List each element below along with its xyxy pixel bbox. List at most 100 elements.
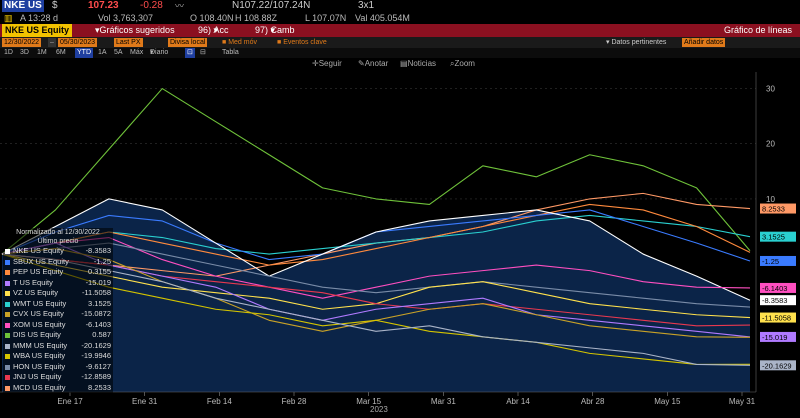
legend-item-value: -20.1629 [81,340,111,350]
relevant-data-menu[interactable]: ▾ Datos pertinentes [606,39,667,46]
sparkline-icon: 〰 [175,1,185,11]
news-button[interactable]: ▤ Noticias [400,59,437,68]
end-label-text: -1.25 [762,257,779,266]
chart-toolbar: ✛ Seguir ✎ Anotar ▤ Noticias ⌕ Zoom [0,58,800,70]
start-date-field[interactable]: 12/30/2022 [2,38,42,47]
end-label-badge [760,282,796,293]
legend-item[interactable]: WBA US Equity -19.9946 [3,351,113,362]
legend-header: Normalizado al 12/30/2022 [16,229,100,236]
legend-swatch [5,249,10,254]
legend-item[interactable]: WMT US Equity 3.1525 [3,299,113,310]
table-toggle[interactable]: Tabla [222,49,239,56]
legend-item[interactable]: XOM US Equity -6.1403 [3,320,113,331]
year-label: 2023 [370,405,388,414]
legend-item-name: HON US Equity [13,361,66,371]
legend-item-value: 0.587 [92,330,111,339]
line-chart[interactable]: 30 20 10 Ene 17 Ene 31 Feb 14 Feb 28 Mar 15 Mar … [0,70,800,418]
last-price: 107.23 [88,0,119,11]
legend-item-name: T US Equity [13,277,53,287]
period-3d[interactable]: 3D [20,49,29,56]
legend-item-name: CVX US Equity [13,309,64,318]
legend-item-name: DIS US Equity [13,330,61,339]
volume: Vol 3,763,307 [98,13,154,23]
command-bar: NKE US Equity ▾ Gráficos sugeridos 96) A… [0,24,800,37]
legend-item-name: PEP US Equity [13,267,64,276]
legend-swatch [5,375,10,380]
ticker-bar: NKE US $ 107.23 -0.28 〰 N107.22/107.24N … [0,0,800,12]
legend-item[interactable]: CVX US Equity -15.0872 [3,309,113,320]
quote-bar: ▥ A 13:28 d Vol 3,763,307 O 108.40N H 10… [0,12,800,24]
legend-swatch [5,301,10,307]
x-tick-label: Feb 14 [207,397,232,406]
x-tick-label: Feb 28 [282,397,307,406]
ticker-symbol[interactable]: NKE US [2,0,44,12]
period-5a[interactable]: 5A [114,49,123,56]
end-label-text: 3.1525 [762,233,785,242]
period-6m[interactable]: 6M [56,49,66,56]
legend-item[interactable]: JNJ US Equity -12.8589 [3,372,113,383]
moving-average-label: Med móv [228,39,257,46]
legend-item[interactable]: SBUX US Equity -1.25 [3,257,113,268]
legend-item[interactable]: T US Equity -15.019 [3,278,113,289]
legend-item[interactable]: MMM US Equity -20.1629 [3,341,113,352]
end-label-text: -8.3583 [762,296,787,305]
security-field[interactable]: NKE US Equity [2,24,73,37]
legend-swatch [5,343,10,349]
chart-icon[interactable]: ▥ [4,13,13,23]
settings-icon[interactable]: ⊟ [200,49,206,56]
series-line [1,214,751,255]
legend-item-name: JNJ US Equity [13,372,62,381]
period-ytd[interactable]: YTD [75,48,93,58]
key-events-label: Eventos clave [283,39,327,46]
legend-item-name: SBUX US Equity [13,256,69,266]
annotate-label: Anotar [364,59,389,68]
follow-button[interactable]: ✛ Seguir [312,59,342,68]
legend-item[interactable]: PEP US Equity 0.3155 [3,267,113,278]
value-traded: Val 405.054M [355,13,410,23]
chart-type-icon[interactable]: ⊡ [185,48,195,58]
suggested-charts-menu[interactable]: ▾ Gráficos sugeridos [95,25,175,35]
quote-time: A 13:28 d [20,13,59,23]
legend-item[interactable]: HON US Equity -9.6127 [3,362,113,373]
legend-item-value: -19.9946 [81,351,111,360]
legend-item-name: WMT US Equity [13,298,67,308]
end-label-text: -11.5058 [762,314,791,323]
annotate-button[interactable]: ✎ Anotar [358,59,389,68]
currency-field[interactable]: Divisa local [168,38,208,47]
price-change: -0.28 [140,0,163,11]
add-data-button[interactable]: Añadir datos [682,38,726,47]
period-1a[interactable]: 1A [98,49,107,56]
key-events-toggle[interactable]: ■ Eventos clave [277,39,327,46]
legend-swatch [5,291,10,296]
legend-item-name: XOM US Equity [13,319,66,329]
price-field[interactable]: Last PX [114,38,143,47]
legend-item[interactable]: DIS US Equity 0.587 [3,330,113,341]
legend-item-value: -11.5058 [81,288,111,297]
end-label-badge [760,312,796,323]
change-menu[interactable]: 97) Camb ▾ [255,25,295,35]
end-label-text: -20.1629 [762,361,792,370]
moving-average-toggle[interactable]: ■ Med móv [222,39,257,46]
legend-item[interactable]: NKE US Equity -8.3583 [3,246,113,257]
series-line [1,253,751,366]
legend-item[interactable]: MCD US Equity 8.2533 [3,383,113,394]
end-date-field[interactable]: 05/30/2023 [58,38,98,47]
x-tick-label: Abr 14 [506,397,530,406]
period-max[interactable]: Máx [130,49,144,56]
legend-swatch [5,270,10,275]
series-line [1,242,751,338]
legend-swatch [5,385,10,391]
zoom-button[interactable]: ⌕ Zoom [450,59,475,68]
y-tick-label: 30 [766,85,775,94]
period-1d[interactable]: 1D [4,49,13,56]
relevant-data-label: Datos pertinentes [611,39,667,46]
legend-item-name: MCD US Equity [13,382,66,392]
legend-item-name: WBA US Equity [13,351,66,360]
legend-item[interactable]: VZ US Equity -11.5058 [3,288,113,299]
actions-menu[interactable]: 96) Acc ▾ [198,25,229,35]
legend-item-value: -15.0872 [81,309,111,318]
period-1m[interactable]: 1M [37,49,47,56]
legend-swatch [5,333,10,338]
series-line [1,253,751,365]
frequency-select[interactable]: Diario ▾ [150,49,169,56]
